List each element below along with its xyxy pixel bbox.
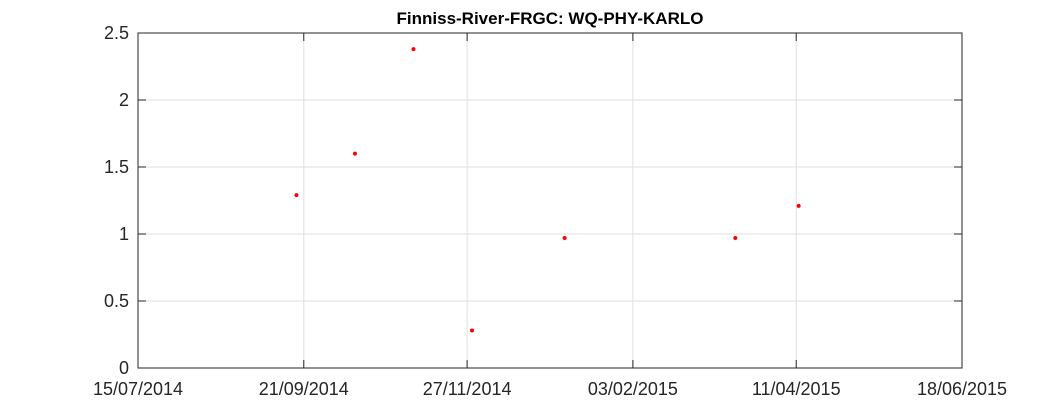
x-tick-label: 11/04/2015 (752, 379, 841, 399)
data-points (294, 47, 801, 333)
data-point (352, 151, 357, 156)
x-axis-tick-labels: 15/07/2014 21/09/2014 27/11/2014 03/02/2015… (93, 379, 1007, 399)
x-tick-label: 21/09/2014 (259, 379, 349, 399)
x-tick-label: 03/02/2015 (588, 379, 678, 399)
y-tick-label: 0.5 (104, 291, 129, 311)
data-point (411, 47, 416, 52)
data-point (469, 328, 474, 333)
chart-title: Finniss-River-FRGC: WQ-PHY-KARLO (397, 9, 704, 28)
x-tick-label: 15/07/2014 (93, 379, 183, 399)
data-point (562, 236, 567, 241)
data-point (294, 193, 299, 198)
y-axis-tick-labels: 0 0.5 1 1.5 2 2.5 (104, 23, 129, 378)
y-tick-label: 1 (119, 224, 129, 244)
grid (138, 33, 962, 368)
x-tick-label: 18/06/2015 (917, 379, 1007, 399)
data-point (733, 236, 738, 241)
data-point (796, 203, 801, 208)
y-tick-label: 2.5 (104, 23, 129, 43)
y-tick-label: 2 (119, 90, 129, 110)
axis-ticks (137, 32, 963, 369)
y-tick-label: 1.5 (104, 157, 129, 177)
x-tick-label: 27/11/2014 (423, 379, 512, 399)
y-tick-label: 0 (119, 358, 129, 378)
plot-area (137, 32, 963, 369)
